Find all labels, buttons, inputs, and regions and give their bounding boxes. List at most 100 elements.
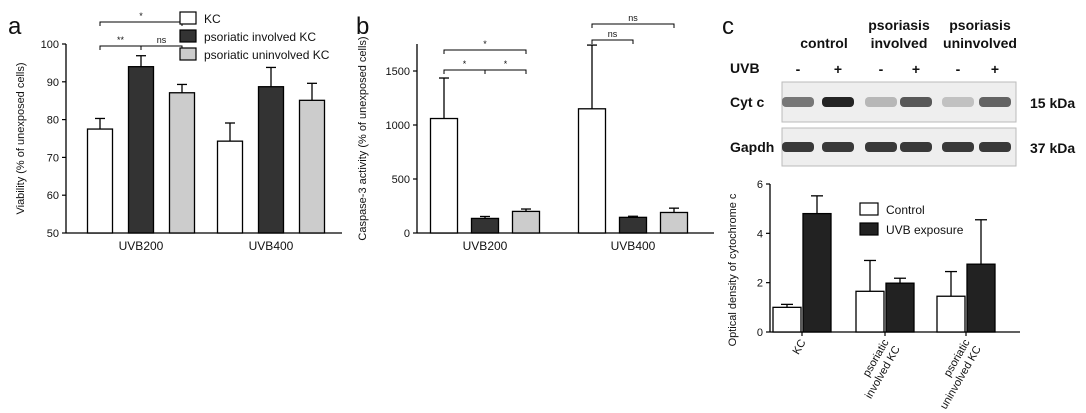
- legend-label: KC: [204, 12, 221, 26]
- legend-label: UVB exposure: [886, 223, 964, 237]
- blot-group-label: uninvolved: [943, 35, 1017, 51]
- bar: [257, 86, 285, 234]
- category-label-line: KC: [791, 337, 809, 356]
- y-tick-label: 70: [47, 152, 59, 164]
- blot-band: [942, 142, 974, 152]
- bar: [298, 99, 326, 234]
- bar: [966, 263, 996, 333]
- y-tick-label: 80: [47, 115, 59, 127]
- chart-a: 50 60 70 80 90 100 Viability (% of unexposed c…: [15, 11, 342, 253]
- category-label: UVB200: [463, 239, 508, 253]
- bar: [168, 92, 196, 234]
- blot-band: [979, 142, 1011, 152]
- y-axis-label: Caspase-3 activity (% of unexposed cells…: [357, 36, 369, 240]
- uvb-sign: -: [796, 61, 801, 77]
- uvb-sign: +: [991, 61, 999, 77]
- y-tick-label: 500: [392, 174, 410, 186]
- blot-group-label: psoriasis: [868, 17, 930, 33]
- significance-bracket: [99, 21, 183, 26]
- y-tick-label: 90: [47, 77, 59, 89]
- bar: [86, 128, 114, 234]
- y-tick-label: 1000: [386, 120, 410, 132]
- blot-strip: [781, 81, 1017, 123]
- bar: [216, 140, 244, 234]
- uvb-sign: -: [956, 61, 961, 77]
- y-axis-label: Optical density of cytochrome c: [727, 193, 739, 346]
- significance-label: ns: [628, 13, 638, 23]
- significance-label: ns: [608, 29, 618, 39]
- category-label: UVB400: [611, 239, 656, 253]
- uvb-sign: +: [912, 61, 920, 77]
- bar: [855, 290, 885, 333]
- y-tick-label: 0: [757, 327, 763, 339]
- category-label: UVB400: [249, 239, 294, 253]
- blot-size-label: 37 kDa: [1030, 140, 1075, 156]
- significance-bracket: [443, 49, 527, 54]
- blot-row-label: Gapdh: [730, 139, 774, 155]
- blot-band: [865, 97, 897, 107]
- legend-swatch: [179, 29, 197, 43]
- blot-band: [782, 97, 814, 107]
- western-blot: control psoriasis involved psoriasis uninvol…: [730, 17, 1075, 167]
- bar: [618, 216, 648, 234]
- blot-group-label: control: [800, 35, 847, 51]
- significance-label: ns: [157, 35, 167, 45]
- category-label: UVB200: [119, 239, 164, 253]
- y-axis-label: Viability (% of unexposed cells): [15, 62, 27, 214]
- significance-label: *: [139, 11, 143, 21]
- y-tick-label: 50: [47, 228, 59, 240]
- legend-swatch: [859, 202, 879, 216]
- blot-group-label: involved: [871, 35, 928, 51]
- category-label: psoriaticuninvolved KC: [927, 337, 984, 411]
- blot-band: [865, 142, 897, 152]
- blot-size-label: 15 kDa: [1030, 95, 1075, 111]
- legend-label: Control: [886, 203, 925, 217]
- bar: [577, 108, 607, 234]
- bar: [936, 295, 966, 333]
- blot-band: [900, 97, 932, 107]
- uvb-sign: -: [879, 61, 884, 77]
- significance-label: *: [504, 59, 508, 69]
- blot-group-label: psoriasis: [949, 17, 1011, 33]
- blot-band: [822, 142, 854, 152]
- category-label: KC: [791, 337, 809, 356]
- bar: [511, 210, 541, 234]
- blot-band: [900, 142, 932, 152]
- legend-swatch: [859, 222, 879, 236]
- blot-strip: [781, 127, 1017, 167]
- y-tick-label: 100: [41, 39, 59, 51]
- y-tick-label: 2: [757, 278, 763, 290]
- significance-bracket: [591, 39, 634, 44]
- significance-bracket: [140, 45, 183, 50]
- panel-letter-b: b: [356, 13, 369, 40]
- bar: [802, 212, 832, 333]
- category-label: psoriaticinvolved KC: [852, 337, 903, 401]
- panel-letter-c: c: [722, 13, 734, 40]
- bar: [470, 217, 500, 234]
- uvb-label: UVB: [730, 60, 760, 76]
- blot-band: [979, 97, 1011, 107]
- legend-label: psoriatic involved KC: [204, 30, 316, 44]
- significance-bracket: [484, 69, 527, 74]
- y-tick-label: 4: [757, 228, 763, 240]
- bar: [659, 211, 689, 234]
- significance-label: *: [483, 39, 487, 49]
- y-tick-label: 0: [404, 228, 410, 240]
- bar: [772, 306, 802, 333]
- y-tick-label: 6: [757, 179, 763, 191]
- blot-band: [822, 97, 854, 107]
- panel-letter-a: a: [8, 13, 22, 40]
- significance-bracket: [591, 23, 675, 28]
- legend-swatch: [179, 47, 197, 61]
- y-tick-label: 60: [47, 190, 59, 202]
- chart-b: 0 500 1000 1500 Caspase-3 activity (% of une…: [357, 13, 714, 253]
- significance-label: *: [463, 59, 467, 69]
- blot-band: [782, 142, 814, 152]
- significance-bracket: [99, 45, 142, 50]
- uvb-sign: +: [834, 61, 842, 77]
- blot-row-label: Cyt c: [730, 94, 764, 110]
- significance-bracket: [443, 69, 486, 74]
- significance-label: **: [117, 35, 125, 45]
- legend-swatch: [179, 11, 197, 25]
